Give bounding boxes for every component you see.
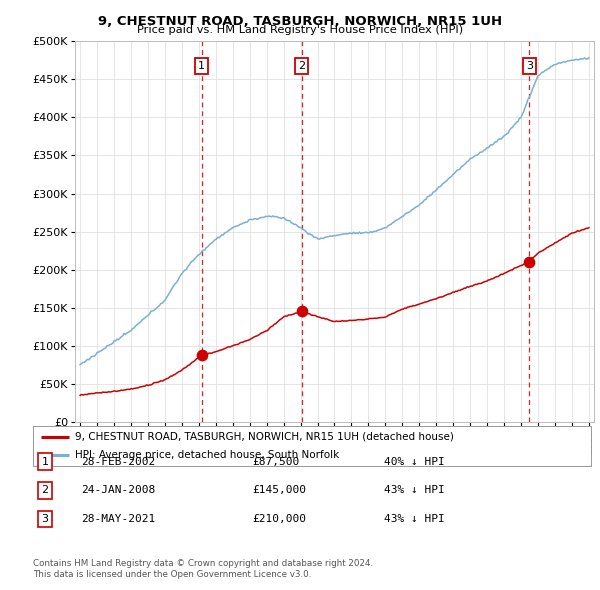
Point xyxy=(297,307,307,316)
Text: 3: 3 xyxy=(41,514,49,525)
Text: 28-FEB-2002: 28-FEB-2002 xyxy=(81,457,155,467)
Text: 9, CHESTNUT ROAD, TASBURGH, NORWICH, NR15 1UH (detached house): 9, CHESTNUT ROAD, TASBURGH, NORWICH, NR1… xyxy=(75,432,454,442)
Text: 1: 1 xyxy=(198,61,205,71)
Text: 40% ↓ HPI: 40% ↓ HPI xyxy=(384,457,445,467)
Text: 9, CHESTNUT ROAD, TASBURGH, NORWICH, NR15 1UH: 9, CHESTNUT ROAD, TASBURGH, NORWICH, NR1… xyxy=(98,15,502,28)
Text: 28-MAY-2021: 28-MAY-2021 xyxy=(81,514,155,525)
Point xyxy=(197,350,206,360)
Text: 24-JAN-2008: 24-JAN-2008 xyxy=(81,486,155,496)
Text: £87,500: £87,500 xyxy=(252,457,299,467)
Text: 2: 2 xyxy=(298,61,305,71)
Point xyxy=(524,257,534,267)
Text: Contains HM Land Registry data © Crown copyright and database right 2024.
This d: Contains HM Land Registry data © Crown c… xyxy=(33,559,373,579)
Text: Price paid vs. HM Land Registry's House Price Index (HPI): Price paid vs. HM Land Registry's House … xyxy=(137,25,463,35)
Text: 2: 2 xyxy=(41,486,49,496)
Text: 43% ↓ HPI: 43% ↓ HPI xyxy=(384,514,445,525)
Text: 3: 3 xyxy=(526,61,533,71)
Text: £210,000: £210,000 xyxy=(252,514,306,525)
Text: £145,000: £145,000 xyxy=(252,486,306,496)
Text: 1: 1 xyxy=(41,457,49,467)
Text: 43% ↓ HPI: 43% ↓ HPI xyxy=(384,486,445,496)
Text: HPI: Average price, detached house, South Norfolk: HPI: Average price, detached house, Sout… xyxy=(75,450,339,460)
